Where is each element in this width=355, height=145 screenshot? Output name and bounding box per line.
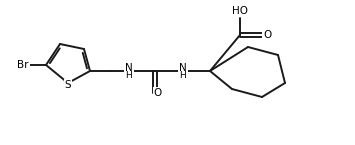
Text: H: H <box>180 71 186 80</box>
Text: N: N <box>179 63 187 73</box>
Text: N: N <box>125 63 133 73</box>
Text: O: O <box>263 30 271 40</box>
Text: HO: HO <box>232 6 248 16</box>
Text: Br: Br <box>17 60 29 70</box>
Text: S: S <box>65 80 71 90</box>
Text: O: O <box>154 88 162 98</box>
Text: H: H <box>126 71 132 80</box>
